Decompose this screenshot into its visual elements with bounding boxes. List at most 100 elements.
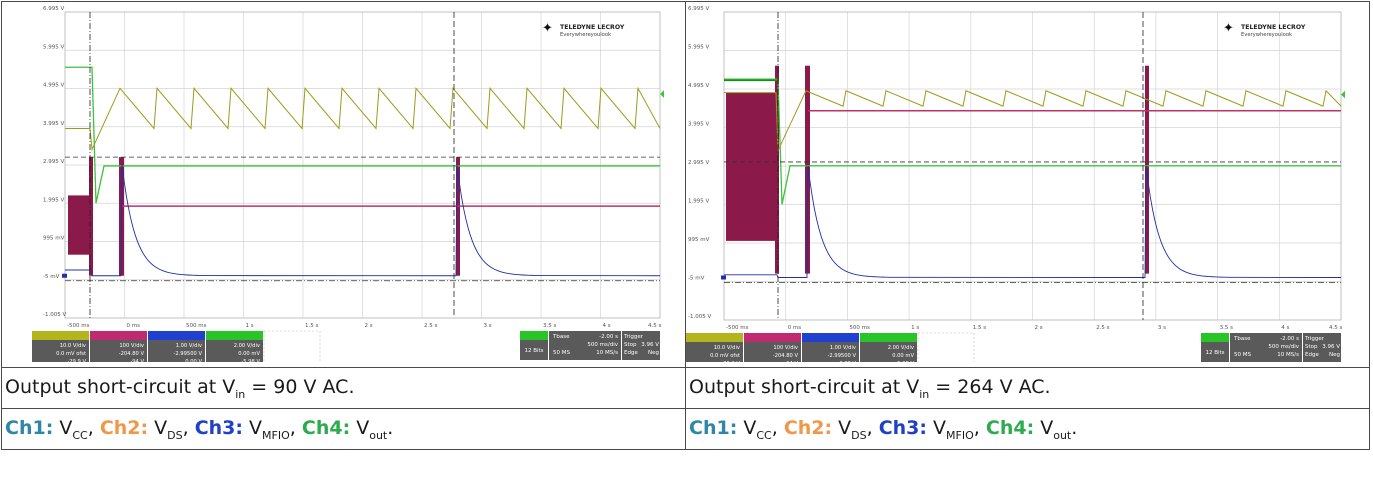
oscilloscope-screenshot-90v: 6.995 V 5.995 V 4.995 V 3.995 V 2.995 V 1.995… <box>2 2 685 383</box>
legend-ch4-sub: out <box>1053 428 1072 442</box>
channel-box-header <box>744 333 801 342</box>
bits-label: 12 Bits <box>524 348 543 354</box>
legend-sep: , <box>87 416 100 439</box>
y-tick-label: 995 mV <box>43 236 65 242</box>
legend-end: . <box>387 416 394 439</box>
legend-ch3-symbol: V <box>249 416 263 439</box>
legend-ch3-sub: MFIO <box>946 428 974 442</box>
channel-box-value: 10.0 V/div <box>714 345 740 351</box>
timebase-sample: 50 MS <box>1234 352 1251 358</box>
channel-box-value: -94 V <box>784 361 798 362</box>
trigger-level: 3.96 V <box>641 342 659 348</box>
x-tick-label: 0 ms <box>127 323 141 329</box>
ch2-vds-switching-block <box>68 195 92 255</box>
channel-box-value: -2.99500 V <box>173 351 202 357</box>
figure-table: 6.995 V 5.995 V 4.995 V 3.995 V 2.995 V 1.995… <box>1 1 1370 450</box>
channel-box-value: -94 V <box>130 359 144 362</box>
ch1-vcc-trace <box>65 86 661 152</box>
y-tick-label: 3.995 V <box>688 122 709 128</box>
bits-body <box>520 340 548 360</box>
ch4-vout-trace <box>65 66 660 204</box>
caption-sub: in <box>919 387 930 401</box>
caption-right: Output short-circuit at Vin = 264 V AC. <box>685 367 1370 409</box>
oscilloscope-screenshot-264v: 6.995 V 5.995 V 4.995 V 3.995 V 2.995 V 1.995… <box>686 2 1369 385</box>
channel-box-header <box>860 333 917 342</box>
trigger-type: Edge <box>1305 352 1319 358</box>
channel-box-value: 10.0 V/div <box>60 343 86 349</box>
x-tick-label: 4.5 s <box>648 323 661 329</box>
y-tick-label: 1.995 V <box>688 199 709 205</box>
x-tick-label: 2.5 s <box>1096 325 1109 331</box>
x-tick-label: 0 ms <box>788 325 802 331</box>
legend-ch3: Ch3: <box>878 416 927 439</box>
trigger-mode: Stop <box>624 342 637 348</box>
x-tick-label: 3 s <box>484 323 492 329</box>
legend-ch2-symbol: V <box>838 416 852 439</box>
legend-ch4-symbol: V <box>356 416 370 439</box>
legend-ch2-sub: DS <box>167 428 183 442</box>
legend-ch1: Ch1: <box>689 416 738 439</box>
channel-box-value: 2.00 V/div <box>888 345 914 351</box>
trigger-mode: Stop <box>1305 344 1318 350</box>
y-tick-label: 2.995 V <box>688 160 709 166</box>
scope-background <box>686 2 1369 362</box>
channel-box-value: -29.9 V <box>721 361 740 362</box>
y-tick-label: 6.995 V <box>43 6 64 12</box>
channel-box-value: -5.98 V <box>241 359 260 362</box>
y-tick-label: 4.995 V <box>43 83 64 89</box>
legend-sep: , <box>289 416 302 439</box>
timebase-delay: -2.00 s <box>599 334 618 340</box>
ch3-mfio-trace <box>724 165 1342 278</box>
timebase-rate: 10 MS/s <box>1277 352 1299 358</box>
ch2-vds-burst <box>89 157 93 276</box>
legend-right: Ch1: VCC, Ch2: VDS, Ch3: VMFIO, Ch4: Vou… <box>685 408 1370 450</box>
legend-ch3: Ch3: <box>194 416 243 439</box>
y-tick-label: 2.995 V <box>43 159 64 165</box>
channel-box-value: 0.00 mV <box>892 353 914 359</box>
trigger-label: Trigger <box>623 334 644 340</box>
x-tick-label: 3.5 s <box>1220 325 1233 331</box>
ch4-vout-trace <box>724 78 1341 205</box>
x-tick-label: 2.5 s <box>424 323 437 329</box>
trigger-type: Edge <box>624 350 638 356</box>
legend-sep: , <box>182 416 195 439</box>
y-tick-label: -1.005 V <box>43 312 66 318</box>
channel-box-value: 0.00 V <box>185 359 202 362</box>
timebase-per-div: 500 ms/div <box>1268 344 1299 350</box>
legend-end: . <box>1071 416 1078 439</box>
timebase-box <box>1230 333 1302 362</box>
channel-box-header <box>90 331 147 340</box>
x-tick-label: 1 s <box>911 325 919 331</box>
legend-sep: , <box>771 416 784 439</box>
channel-box-header <box>802 333 859 342</box>
trigger-level: 3.96 V <box>1322 344 1340 350</box>
y-tick-label: 4.995 V <box>688 83 709 89</box>
x-tick-label: 4 s <box>1281 325 1289 331</box>
y-tick-label: 5.995 V <box>43 44 64 50</box>
ch3-ground-marker <box>721 275 726 280</box>
channel-box-value: -204.80 V <box>119 351 145 357</box>
trigger-slope: Neg <box>1329 352 1340 358</box>
channel-box-header <box>148 331 205 340</box>
logo-brand: TELEDYNE LECROY <box>1241 24 1306 31</box>
x-tick-label: 1 s <box>246 323 254 329</box>
caption-text-end: = 264 V AC. <box>929 375 1051 398</box>
legend-ch4-sub: out <box>369 428 388 442</box>
ch3-ground-marker <box>62 273 67 278</box>
legend-ch2: Ch2: <box>99 416 149 439</box>
channel-box-value: 2.00 V/div <box>234 343 260 349</box>
logo-mark: ✦ <box>542 21 553 36</box>
caption-sub: in <box>235 387 246 401</box>
channel-box-value: -204.80 V <box>773 353 799 359</box>
channel-box-value: 0.0 mV ofst <box>56 351 86 357</box>
legend-sep: , <box>866 416 879 439</box>
ch2-vds-burst <box>456 157 460 276</box>
channel-box-value: 1.00 V/div <box>176 343 202 349</box>
channel-box-value: 100 V/div <box>773 345 798 351</box>
channel-box-value: 0.00 mV <box>238 351 260 357</box>
x-tick-label: 500 ms <box>849 325 870 331</box>
legend-ch4-symbol: V <box>1040 416 1054 439</box>
legend-ch1-symbol: V <box>743 416 757 439</box>
legend-ch3-sub: MFIO <box>262 428 290 442</box>
ch2-vds-burst <box>1145 65 1149 274</box>
